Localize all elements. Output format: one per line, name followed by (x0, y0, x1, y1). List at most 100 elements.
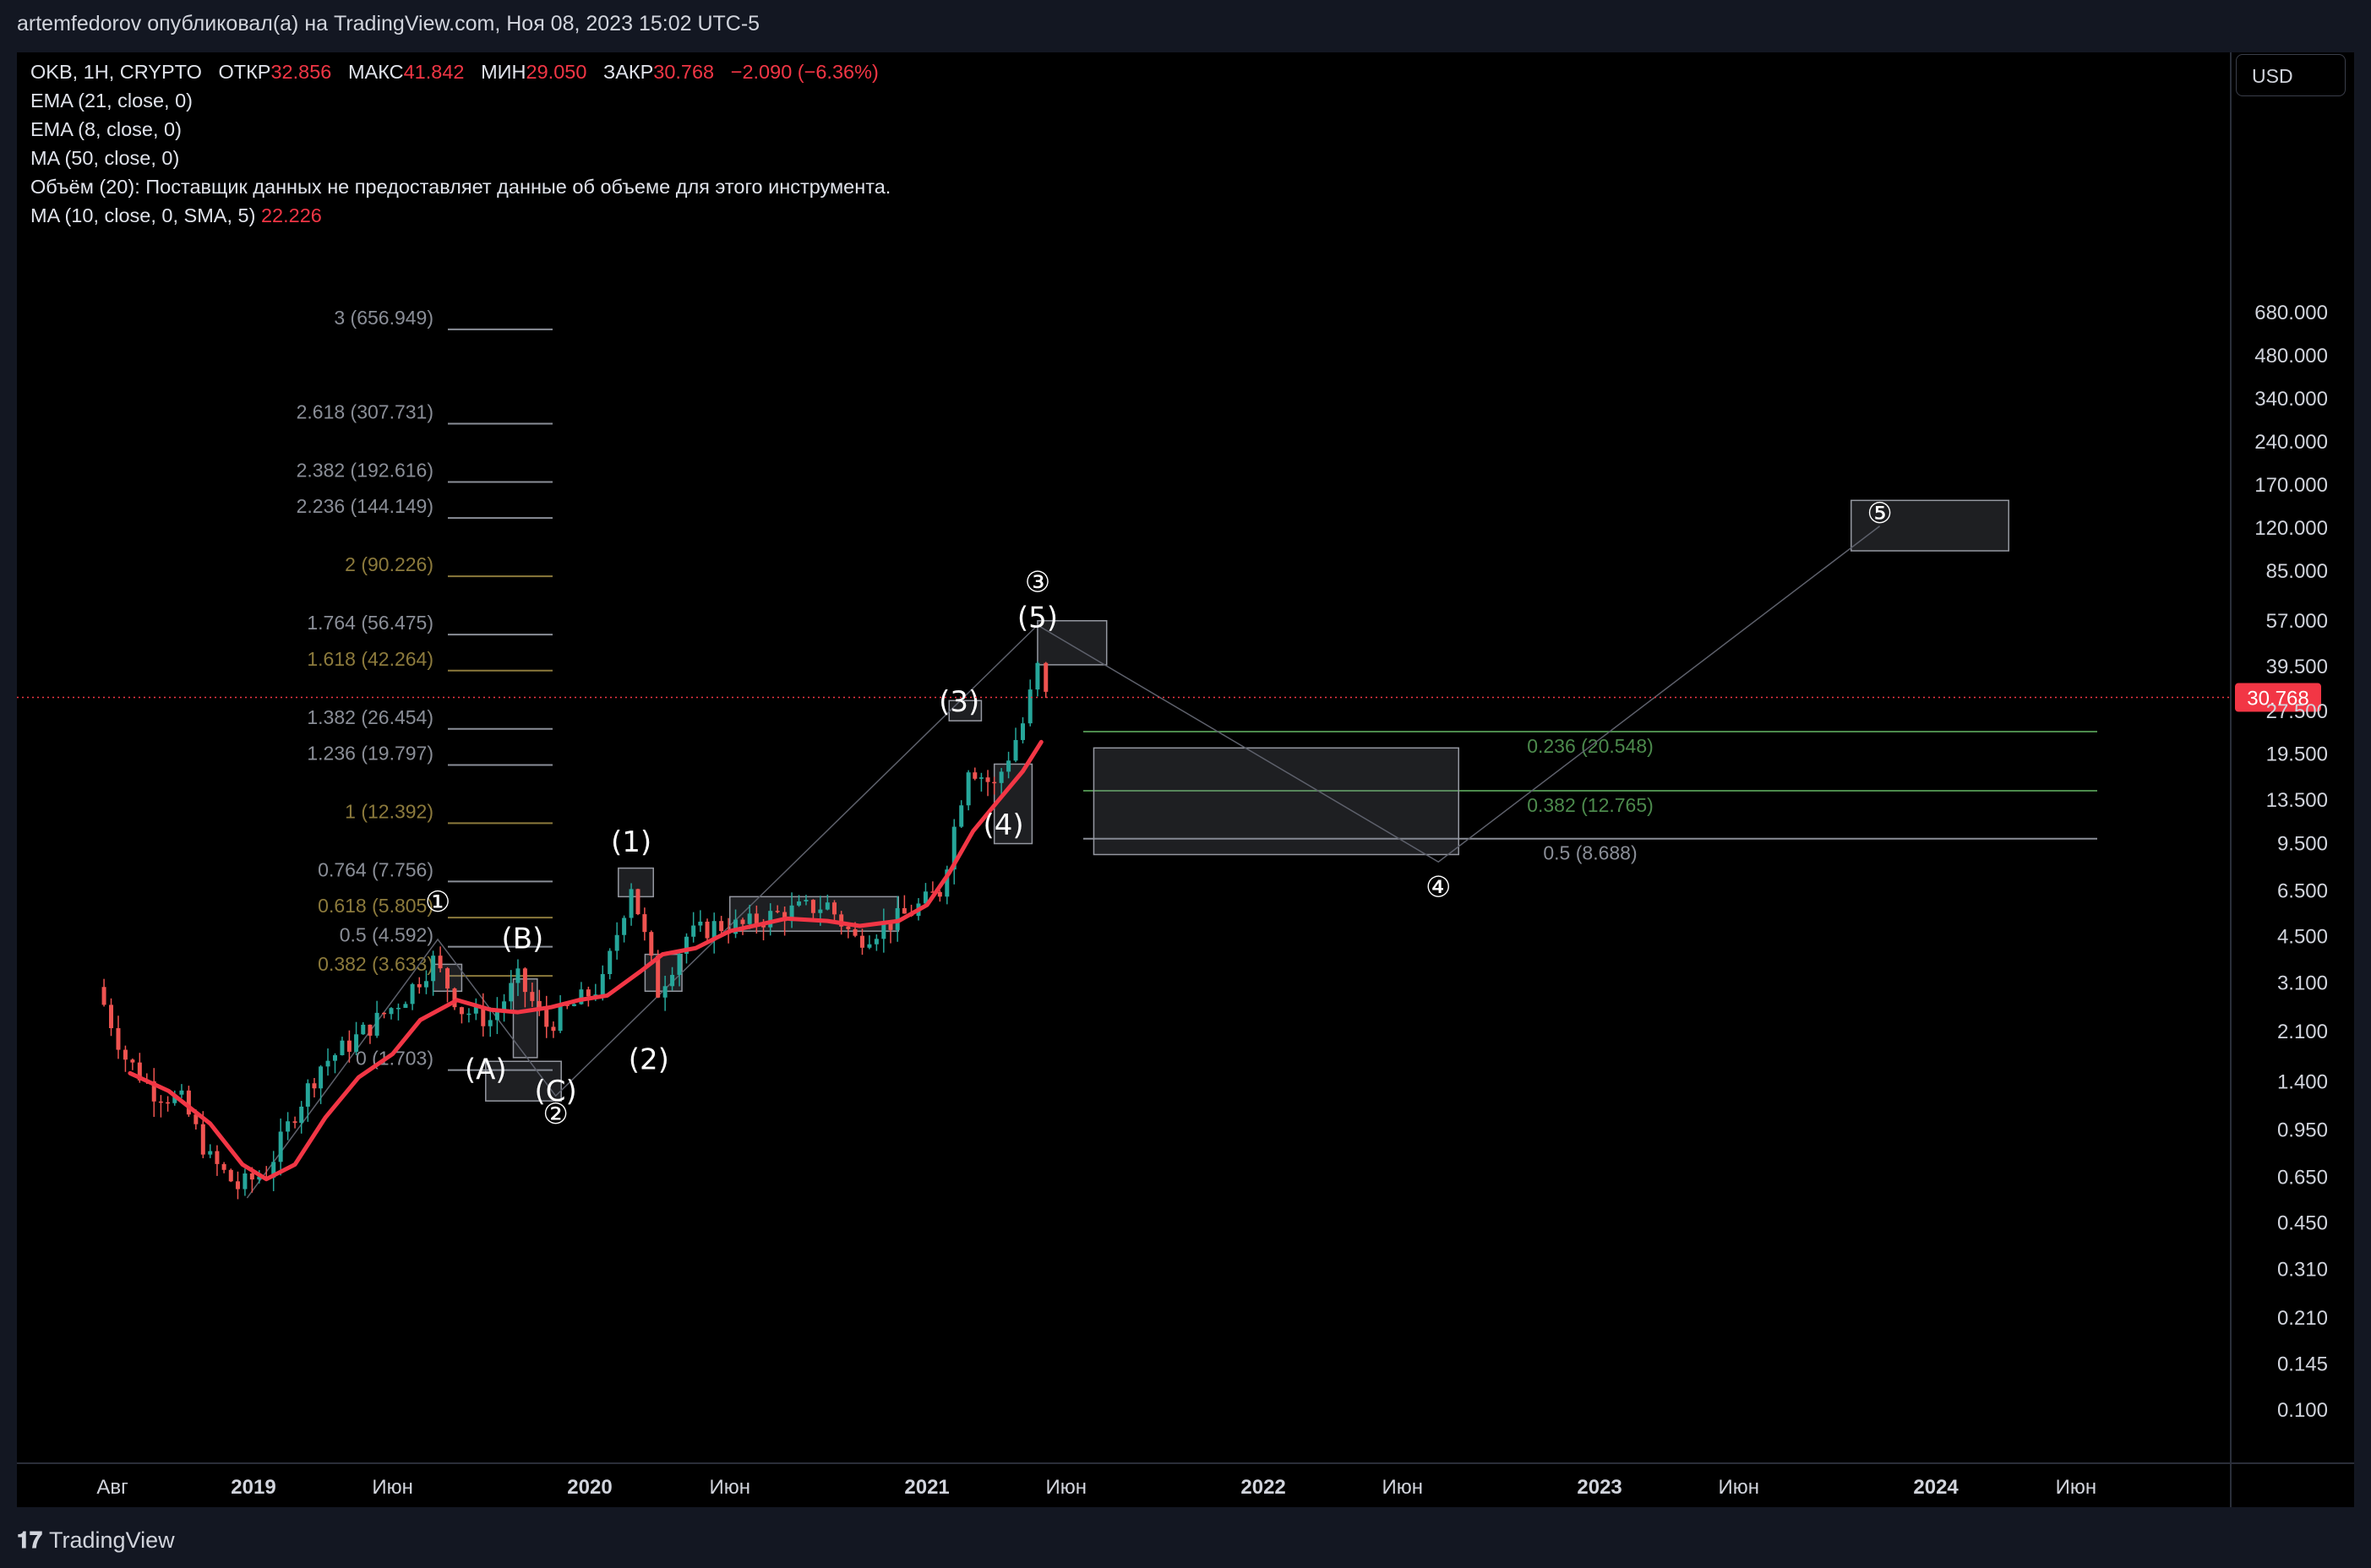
candle (537, 989, 542, 1016)
candle (558, 994, 563, 1033)
price-tick-label: 480.000 (2254, 345, 2328, 368)
candle-body (278, 1131, 283, 1162)
fib-label: 1 (12.392) (345, 800, 433, 822)
candle (754, 905, 759, 934)
candle (123, 1045, 128, 1072)
candle-body (473, 1005, 478, 1014)
indicator-ema21[interactable]: EMA (21, close, 0) (30, 90, 193, 112)
time-tick-label: 2023 (1577, 1476, 1622, 1499)
candle-body (719, 921, 724, 932)
fib-label: 0.382 (3.633) (318, 953, 433, 975)
candle-body (271, 1162, 276, 1178)
fib-label: 1.618 (42.264) (307, 648, 433, 670)
candle (705, 918, 710, 940)
publisher-text: artemfedorov опубликовал(а) на TradingVi… (17, 12, 760, 35)
currency-button[interactable]: USD (2236, 54, 2346, 96)
candle-body (832, 902, 837, 915)
indicator-ma50[interactable]: MA (50, close, 0) (30, 147, 180, 169)
price-tick-label: 57.000 (2266, 610, 2328, 633)
candle-body (846, 926, 851, 929)
candle (999, 768, 1004, 796)
wave-label: ② (542, 1097, 568, 1131)
indicator-ema8[interactable]: EMA (8, close, 0) (30, 118, 182, 140)
candle-body (452, 988, 457, 1008)
candle-body (286, 1121, 291, 1132)
candle-body (522, 968, 527, 993)
wave-boxes (432, 499, 2009, 1102)
candle-body (319, 1066, 324, 1089)
candle-body (677, 953, 682, 975)
candle-body (249, 1173, 254, 1180)
candle-body (705, 921, 710, 939)
candles (101, 661, 1049, 1200)
candle (403, 1001, 408, 1008)
candle-body (305, 1083, 310, 1107)
open-label: ОТКР (218, 61, 271, 83)
indicator-volume[interactable]: Объём (20): Поставщик данных не предоста… (30, 176, 891, 198)
candle (340, 1037, 345, 1056)
symbol-row[interactable]: OKB, 1Н, CRYPTO ОТКР32.856 МАКС41.842 МИ… (30, 57, 891, 86)
time-tick-label: Июн (1045, 1476, 1087, 1499)
candle (544, 995, 549, 1038)
time-tick-label: Авг (96, 1476, 128, 1499)
candle-body (874, 939, 879, 945)
candle-body (515, 968, 521, 983)
price-tick-label: 39.500 (2266, 656, 2328, 678)
candle-body (389, 1008, 394, 1015)
elliott-wave-path (246, 525, 1881, 1199)
candle-body (642, 914, 647, 933)
candle (423, 970, 428, 994)
candle-body (123, 1049, 128, 1060)
candle (522, 966, 527, 1008)
time-tick-label: Июн (709, 1476, 750, 1499)
candle-body (158, 1101, 163, 1103)
candle (374, 1000, 379, 1038)
candle (325, 1048, 330, 1076)
time-tick-label: 2020 (567, 1476, 612, 1499)
candle (305, 1079, 310, 1122)
candle (354, 1021, 359, 1056)
candle (466, 1008, 471, 1023)
candle-body (985, 777, 990, 782)
candle-body (312, 1083, 317, 1089)
candle-body (818, 909, 823, 913)
candle-body (579, 989, 584, 1004)
candle (389, 1007, 394, 1020)
chart-area[interactable] (17, 52, 2354, 1507)
candle (985, 770, 990, 797)
candle-body (859, 935, 864, 948)
candle-body (179, 1090, 184, 1095)
candle-body (382, 1012, 387, 1015)
candle-body (193, 1114, 199, 1124)
tradingview-logo[interactable]: 𝟏𝟕 TradingView (17, 1527, 175, 1554)
symbol-label[interactable]: OKB, 1Н, CRYPTO (30, 61, 202, 83)
candle-body (292, 1121, 297, 1124)
candle (662, 975, 668, 1011)
candle-body (438, 956, 443, 969)
candle-body (768, 911, 773, 928)
candle (271, 1151, 276, 1191)
indicator-ma10: MA (10, close, 0, SMA, 5) (30, 204, 256, 226)
candle-body (361, 1024, 366, 1035)
candle-body (999, 771, 1004, 783)
candle (1013, 727, 1018, 763)
candle (670, 966, 675, 991)
ma-line (128, 739, 1044, 1182)
time-tick-label: 2021 (904, 1476, 949, 1499)
price-tick-label: 19.500 (2266, 743, 2328, 766)
candle (410, 983, 415, 1010)
candle (179, 1084, 184, 1098)
projection-box (1093, 747, 1460, 856)
candle-body (978, 777, 984, 779)
indicator-ma10-row[interactable]: MA (10, close, 0, SMA, 5) 22.226 (30, 201, 891, 230)
fib-label: 2 (90.226) (345, 553, 433, 575)
candle-body (761, 924, 766, 928)
wave-lines (246, 525, 1881, 1199)
candle-body (635, 889, 640, 915)
candle (768, 903, 773, 936)
candle (978, 772, 984, 792)
candle-body (853, 928, 858, 936)
time-tick-label: 2022 (1240, 1476, 1285, 1499)
candle-body (431, 956, 436, 982)
